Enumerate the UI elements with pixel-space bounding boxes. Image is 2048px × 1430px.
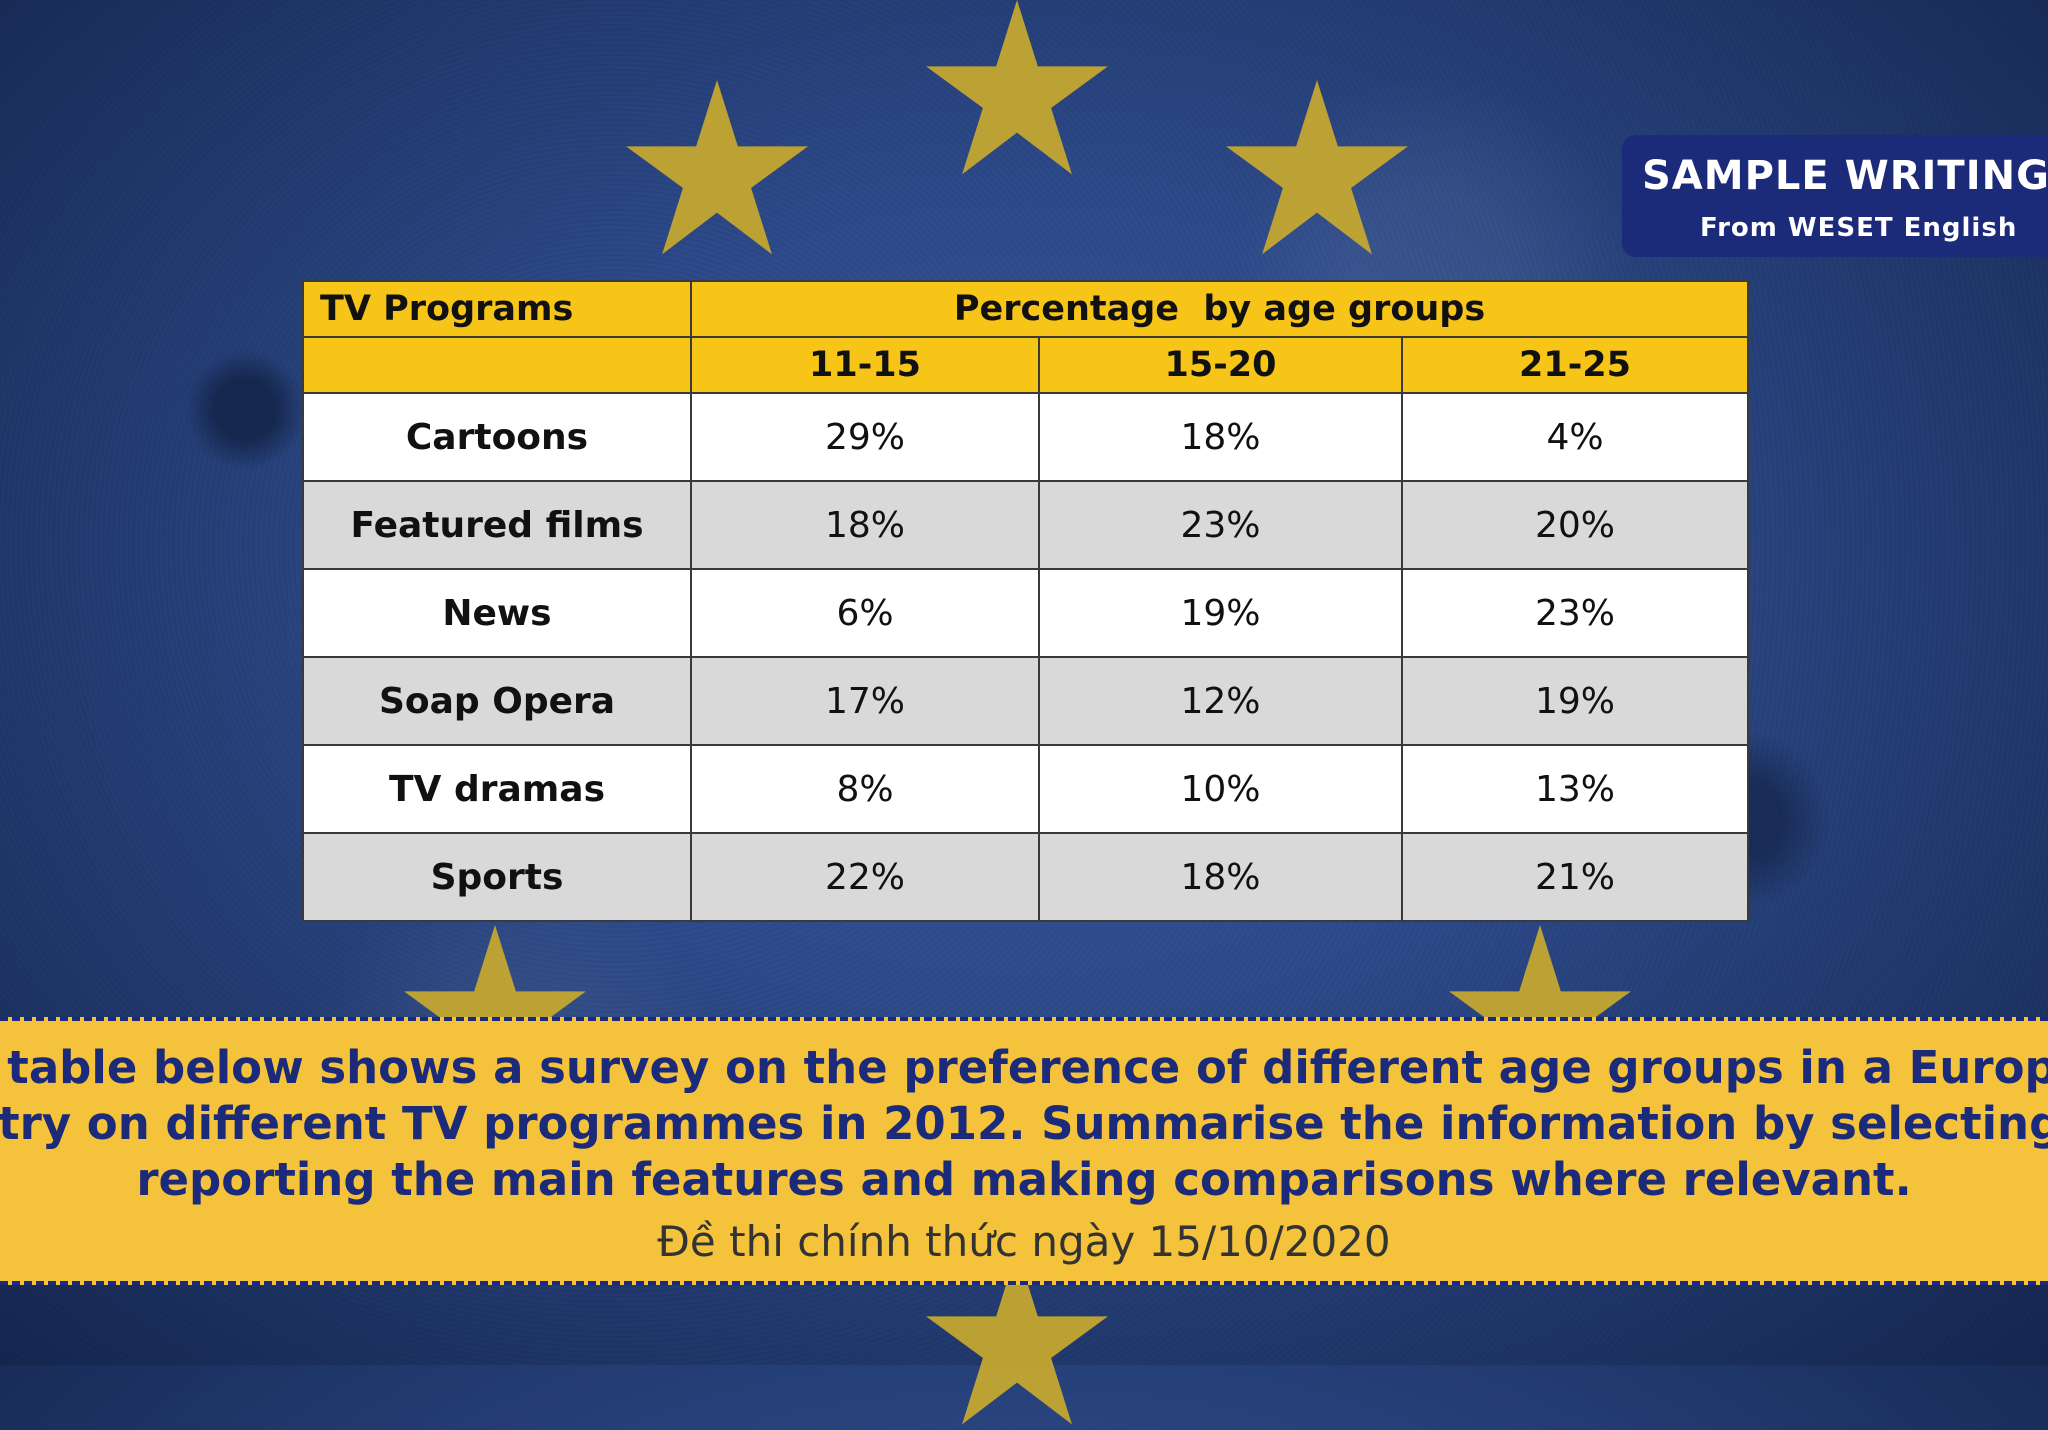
table-cell: 17% bbox=[690, 656, 1040, 746]
header-age-21-25: 21-25 bbox=[1401, 336, 1749, 394]
header-tv-programs: TV Programs bbox=[302, 280, 692, 338]
table-cell: 18% bbox=[1038, 392, 1403, 482]
table-cell: 12% bbox=[1038, 656, 1403, 746]
star-icon bbox=[926, 0, 1108, 175]
header-age-11-15: 11-15 bbox=[690, 336, 1040, 394]
table-row: News 6% 19% 23% bbox=[302, 568, 1749, 658]
table-cell: 21% bbox=[1401, 832, 1749, 922]
table-cell: 18% bbox=[1038, 832, 1403, 922]
table-row: Soap Opera 17% 12% 19% bbox=[302, 656, 1749, 746]
table-row: Cartoons 29% 18% 4% bbox=[302, 392, 1749, 482]
badge-title: SAMPLE WRITING bbox=[1642, 153, 2048, 199]
table-cell: 6% bbox=[690, 568, 1040, 658]
table-cell: 8% bbox=[690, 744, 1040, 834]
table-cell: 4% bbox=[1401, 392, 1749, 482]
table-cell: 29% bbox=[690, 392, 1040, 482]
table-cell: 18% bbox=[690, 480, 1040, 570]
star-icon bbox=[1226, 80, 1408, 255]
row-label: Soap Opera bbox=[302, 656, 692, 746]
header-percentage-group: Percentage by age groups bbox=[690, 280, 1749, 338]
row-label: News bbox=[302, 568, 692, 658]
tv-programs-table: TV Programs Percentage by age groups 11-… bbox=[302, 280, 1749, 922]
prompt-line: country on different TV programmes in 20… bbox=[0, 1097, 2048, 1150]
table-row: Featured films 18% 23% 20% bbox=[302, 480, 1749, 570]
badge-subtitle: From WESET English bbox=[1700, 213, 2018, 243]
prompt-line: The table below shows a survey on the pr… bbox=[0, 1041, 2048, 1094]
table-cell: 20% bbox=[1401, 480, 1749, 570]
table-cell: 23% bbox=[1038, 480, 1403, 570]
exam-date: Đề thi chính thức ngày 15/10/2020 bbox=[657, 1217, 1391, 1266]
table-row: TV dramas 8% 10% 13% bbox=[302, 744, 1749, 834]
prompt-line: reporting the main features and making c… bbox=[136, 1153, 1912, 1206]
star-icon bbox=[626, 80, 808, 255]
task-prompt-banner: The table below shows a survey on the pr… bbox=[0, 1017, 2048, 1285]
star-icon bbox=[926, 1250, 1108, 1425]
table-cell: 13% bbox=[1401, 744, 1749, 834]
table-cell: 19% bbox=[1038, 568, 1403, 658]
star-icon bbox=[1449, 925, 1631, 1100]
table-row: Sports 22% 18% 21% bbox=[302, 832, 1749, 922]
row-label: Cartoons bbox=[302, 392, 692, 482]
sample-writing-badge: SAMPLE WRITING From WESET English bbox=[1622, 135, 2048, 257]
star-icon bbox=[404, 925, 586, 1100]
header-empty-cell bbox=[302, 336, 692, 394]
header-age-15-20: 15-20 bbox=[1038, 336, 1403, 394]
table-cell: 23% bbox=[1401, 568, 1749, 658]
table-cell: 10% bbox=[1038, 744, 1403, 834]
row-label: Featured films bbox=[302, 480, 692, 570]
row-label: Sports bbox=[302, 832, 692, 922]
row-label: TV dramas bbox=[302, 744, 692, 834]
table-cell: 19% bbox=[1401, 656, 1749, 746]
table-cell: 22% bbox=[690, 832, 1040, 922]
